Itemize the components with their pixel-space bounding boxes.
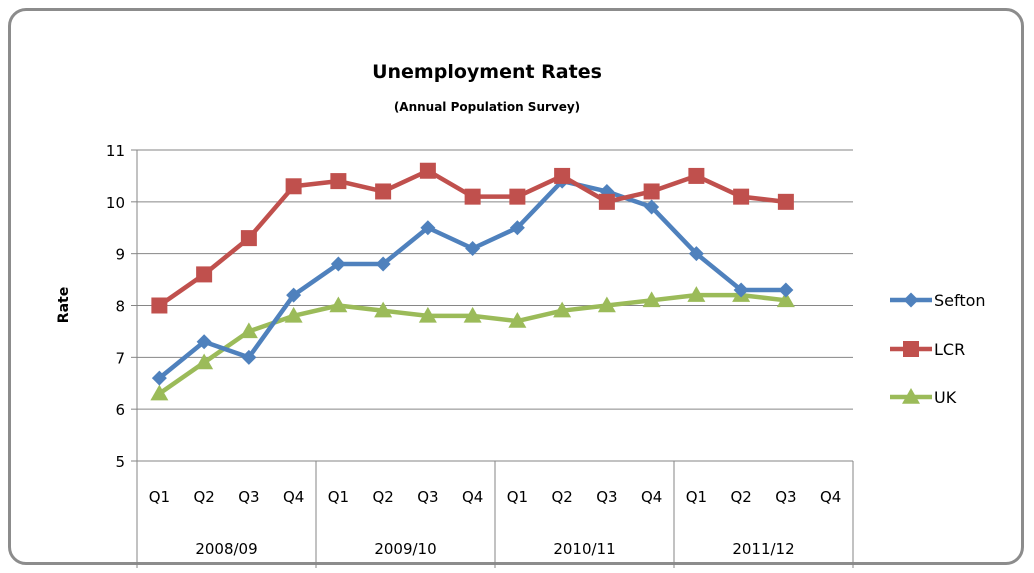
x-group-label: 2010/11 [553,540,615,558]
y-tick-label: 7 [115,349,125,367]
data-point-triangle [687,286,706,302]
data-point-triangle [463,306,482,323]
x-group-label: 2008/09 [195,540,257,558]
x-tick-label: Q4 [462,488,483,506]
x-tick-label: Q2 [372,488,393,506]
data-point-square [375,183,392,200]
y-tick-label: 8 [115,298,125,316]
x-tick-label: Q2 [193,488,214,506]
legend-label: UK [934,388,957,407]
data-point-square [777,193,794,210]
x-tick-label: Q3 [775,488,796,506]
legend: Sefton LCR UK [890,291,986,407]
chart-frame [8,8,1024,565]
data-point-square [598,193,615,210]
data-point-diamond [688,246,704,262]
x-group-label: 2011/12 [732,540,794,558]
data-point-diamond [196,334,212,350]
x-tick-label: Q3 [238,488,259,506]
data-point-diamond [375,256,391,272]
data-point-triangle [776,291,795,308]
data-point-triangle [902,388,920,404]
data-point-diamond [330,256,346,272]
data-point-square [240,230,257,247]
data-point-square [509,188,526,205]
data-point-square [554,167,571,184]
x-tick-label: Q1 [149,488,170,506]
x-tick-label: Q4 [820,488,841,506]
data-point-diamond [733,282,749,298]
data-point-triangle [195,353,214,370]
data-point-square [419,162,436,179]
x-tick-label: Q3 [417,488,438,506]
y-tick-label: 5 [115,453,125,471]
data-point-triangle [284,306,303,323]
data-point-diamond [420,220,436,236]
data-point-triangle [150,384,169,401]
data-point-triangle [642,291,661,308]
data-point-square [903,341,919,357]
chart-title: Unemployment Rates [372,61,602,83]
data-point-square [196,266,213,283]
series-line [157,178,789,381]
data-point-triangle [418,306,437,323]
series-sefton [151,173,794,386]
data-point-diamond [644,199,660,215]
x-tick-label: Q1 [328,488,349,506]
data-point-square [464,188,481,205]
legend-label: LCR [934,340,965,359]
y-axis-label: Rate [56,287,72,323]
y-tick-label: 6 [115,401,125,419]
data-point-triangle [239,322,258,339]
chart-subtitle: (Annual Population Survey) [394,100,580,114]
data-point-triangle [329,296,348,313]
legend-item-sefton: Sefton [890,291,986,310]
data-point-diamond [151,370,167,386]
y-tick-label: 10 [106,194,125,212]
series-lcr [151,162,794,314]
data-point-diamond [286,287,302,303]
legend-item-lcr: LCR [890,340,965,359]
data-point-diamond [241,349,257,365]
data-point-triangle [508,312,527,328]
data-point-triangle [374,301,393,318]
data-point-triangle [597,296,616,313]
data-point-square [285,178,302,195]
series-layer [150,162,795,401]
data-point-diamond [903,292,919,308]
x-tick-label: Q4 [641,488,662,506]
data-point-triangle [553,301,572,318]
legend-label: Sefton [934,291,986,310]
x-tick-label: Q1 [507,488,528,506]
data-point-square [330,173,347,190]
data-point-diamond [778,282,794,298]
y-tick-label: 9 [115,246,125,264]
data-point-square [151,297,168,314]
data-point-square [643,183,660,200]
series-uk [150,286,795,401]
x-tick-label: Q2 [730,488,751,506]
data-point-diamond [465,240,481,256]
x-tick-label: Q2 [551,488,572,506]
data-point-diamond [509,220,525,236]
legend-item-uk: UK [890,388,957,407]
axes: 5 6 7 8 9 10 11 Q1 Q2 Q3 Q4 Q1 Q2 Q3 Q4 Q1 Q2 Q3 Q4 Q1 Q2 Q3 Q… [106,142,854,568]
x-tick-label: Q3 [596,488,617,506]
x-tick-label: Q4 [283,488,304,506]
data-point-square [733,188,750,205]
y-tick-label: 11 [106,142,125,160]
x-tick-label: Q1 [686,488,707,506]
x-group-label: 2009/10 [374,540,436,558]
data-point-square [688,167,705,184]
